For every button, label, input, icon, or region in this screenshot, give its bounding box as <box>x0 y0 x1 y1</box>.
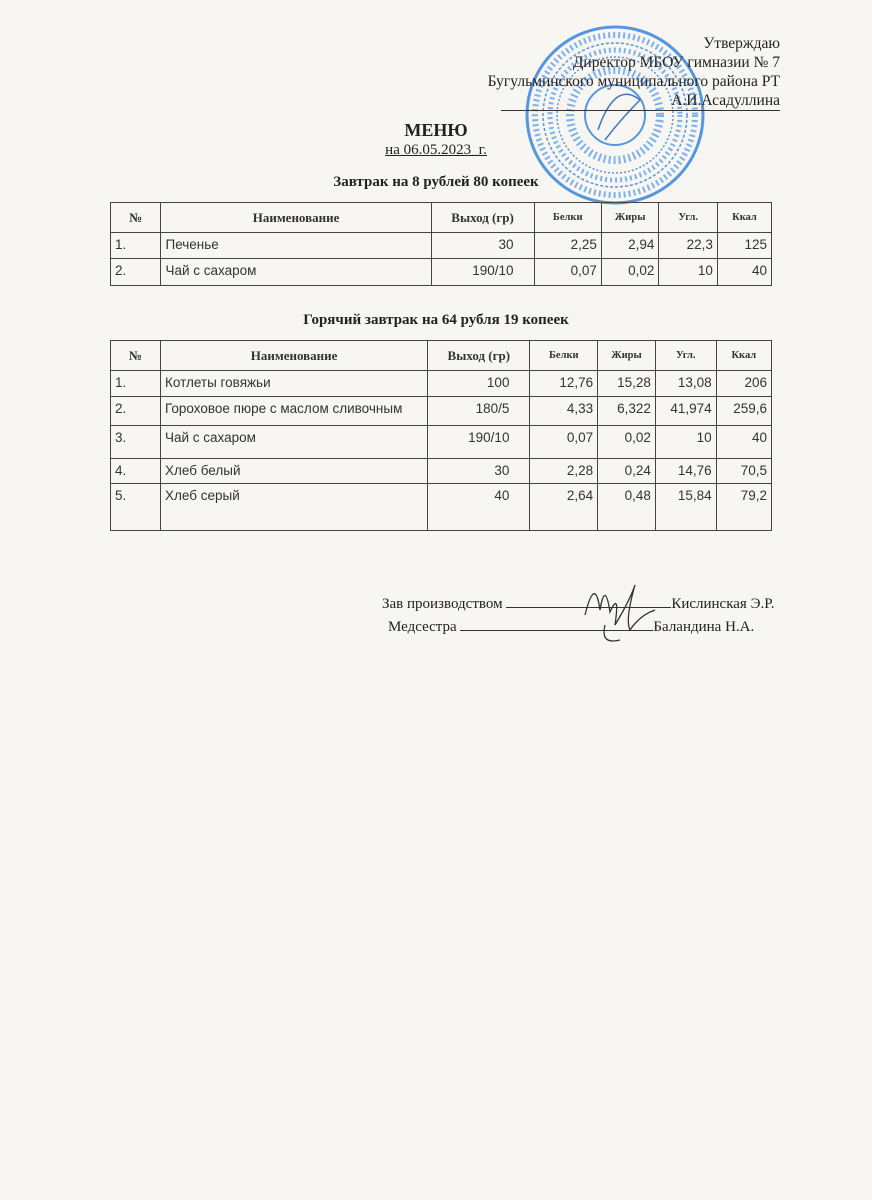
hot-breakfast-caption: Горячий завтрак на 64 рубля 19 копеек <box>303 312 569 328</box>
table-cell: 0,02 <box>597 425 656 459</box>
table-cell: 4,33 <box>529 396 599 426</box>
table-cell: 125 <box>716 232 773 259</box>
table-cell: 40 <box>427 483 531 531</box>
table-row: 2. Гороховое пюре с маслом сливочным 180/5… <box>110 396 773 426</box>
table-cell: 0,24 <box>597 458 656 484</box>
column-header: Наименование <box>159 340 429 371</box>
table-cell: 5. <box>110 483 161 531</box>
table-cell: 1. <box>109 232 162 259</box>
table-cell: Гороховое пюре с маслом сливочным <box>159 396 429 426</box>
breakfast-table: № Наименование Выход (гр) Белки Жиры Угл. Ккал… <box>109 202 773 286</box>
table-cell: 259,6 <box>715 396 773 426</box>
table-cell: 2,28 <box>529 458 599 484</box>
table-cell: 0,07 <box>529 425 599 459</box>
approval-line: Бугульминского муниципального района РТ <box>487 73 780 90</box>
table-cell: 15,28 <box>597 370 656 397</box>
table-cell: 0,02 <box>600 258 660 286</box>
table-header: № Наименование Выход (гр) Белки Жиры Угл. Ккал <box>110 340 773 371</box>
table-cell: 13,08 <box>654 370 717 397</box>
table-row: 4. Хлеб белый 30 2,28 0,24 14,76 70,5 <box>110 458 773 484</box>
column-header: Наименование <box>160 202 432 233</box>
signature-line-nurse: Медсестра Баландина Н.А. <box>388 619 754 636</box>
table-cell: 22,3 <box>658 232 718 259</box>
table-cell: 2,25 <box>533 232 602 259</box>
date-prefix: на <box>385 142 400 158</box>
table-cell: 14,76 <box>654 458 717 484</box>
table-cell: 10 <box>654 425 717 459</box>
table-cell: 0,48 <box>597 483 656 531</box>
table-cell: 2,64 <box>529 483 599 531</box>
hot-breakfast-table: № Наименование Выход (гр) Белки Жиры Угл. Ккал… <box>110 340 773 531</box>
column-header: Жиры <box>597 340 656 371</box>
table-cell: 4. <box>110 458 161 484</box>
table-cell: 40 <box>716 258 773 286</box>
table-cell: 190/10 <box>427 425 531 459</box>
table-cell: 0,07 <box>533 258 602 286</box>
signature-role: Зав производством <box>382 596 503 612</box>
column-header: Угл. <box>654 340 717 371</box>
table-cell: 30 <box>427 458 531 484</box>
date-suffix: г. <box>478 142 487 158</box>
table-cell: 41,974 <box>654 396 717 426</box>
handwritten-signature <box>584 584 656 642</box>
signature-line-production: Зав производством Кислинская Э.Р. <box>382 596 774 613</box>
column-header: Выход (гр) <box>427 340 531 371</box>
menu-date: на 06.05.2023_г. <box>385 142 487 158</box>
table-cell: Хлеб белый <box>159 458 429 484</box>
table-cell: 6,322 <box>597 396 656 426</box>
column-header: Выход (гр) <box>430 202 535 233</box>
table-cell: 190/10 <box>430 258 535 286</box>
column-header: Жиры <box>600 202 660 233</box>
table-cell: 3. <box>110 425 161 459</box>
table-cell: 1. <box>110 370 161 397</box>
breakfast-caption: Завтрак на 8 рублей 80 копеек <box>333 174 539 190</box>
table-header: № Наименование Выход (гр) Белки Жиры Угл. Ккал <box>109 202 773 233</box>
table-cell: 10 <box>658 258 718 286</box>
approval-block: Утверждаю Директор МБОУ гимназии № 7 Буг… <box>488 34 780 111</box>
column-header: Угл. <box>658 202 718 233</box>
signature-name: Кислинская Э.Р. <box>671 596 775 612</box>
approval-line: Утверждаю <box>703 35 780 52</box>
table-row: 5. Хлеб серый 40 2,64 0,48 15,84 79,2 <box>110 483 773 531</box>
table-cell: 2,94 <box>600 232 660 259</box>
page-title: МЕНЮ <box>404 120 468 140</box>
column-header: Белки <box>533 202 602 233</box>
table-cell: Котлеты говяжьи <box>159 370 429 397</box>
column-header: № <box>110 340 161 371</box>
date-value: 06.05.2023 <box>403 142 472 158</box>
table-cell: 100 <box>427 370 531 397</box>
table-cell: 206 <box>715 370 773 397</box>
table-cell: Чай с сахаром <box>160 258 432 286</box>
table-cell: 15,84 <box>654 483 717 531</box>
table-cell: 2. <box>110 396 161 426</box>
column-header: Ккал <box>715 340 773 371</box>
signature-name: Баландина Н.А. <box>653 619 755 635</box>
table-cell: 2. <box>109 258 162 286</box>
table-cell: 40 <box>715 425 773 459</box>
table-cell: Хлеб серый <box>159 483 429 531</box>
table-row: 2. Чай с сахаром 190/10 0,07 0,02 10 40 <box>109 258 773 286</box>
table-cell: Печенье <box>160 232 432 259</box>
approval-line: Директор МБОУ гимназии № 7 <box>572 54 780 71</box>
table-row: 3. Чай с сахаром 190/10 0,07 0,02 10 40 <box>110 425 773 459</box>
table-cell: 79,2 <box>715 483 773 531</box>
table-cell: 30 <box>430 232 535 259</box>
table-cell: 12,76 <box>529 370 599 397</box>
column-header: Ккал <box>716 202 773 233</box>
column-header: Белки <box>529 340 599 371</box>
table-row: 1. Котлеты говяжьи 100 12,76 15,28 13,08 206 <box>110 370 773 397</box>
approval-line: А.И.Асадуллина <box>501 91 780 111</box>
table-cell: Чай с сахаром <box>159 425 429 459</box>
table-cell: 180/5 <box>427 396 531 426</box>
table-row: 1. Печенье 30 2,25 2,94 22,3 125 <box>109 232 773 259</box>
column-header: № <box>109 202 162 233</box>
signature-role: Медсестра <box>388 619 457 635</box>
table-cell: 70,5 <box>715 458 773 484</box>
